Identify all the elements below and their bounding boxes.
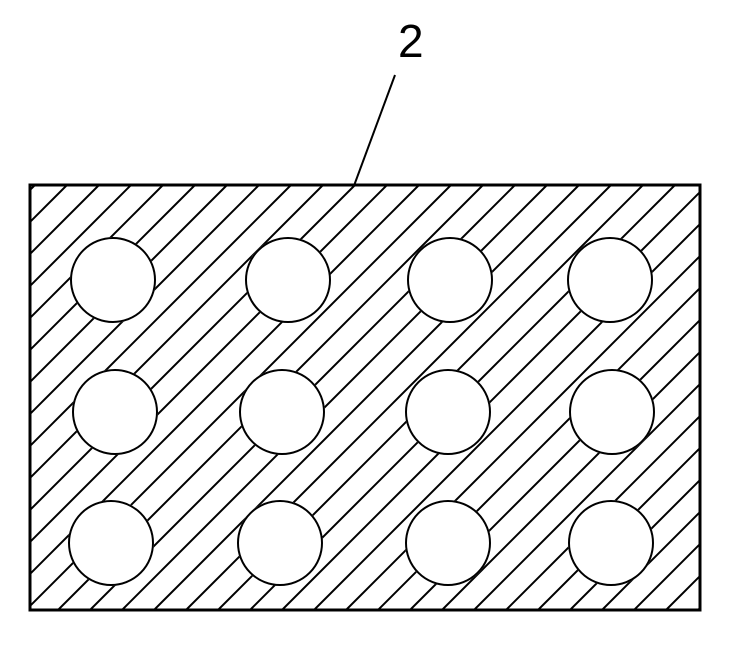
hole-circle bbox=[406, 501, 490, 585]
hole-circle bbox=[408, 238, 492, 322]
hole-circle bbox=[240, 370, 324, 454]
diagram-container: 2 bbox=[0, 0, 743, 652]
hole-circle bbox=[570, 370, 654, 454]
hole-circle bbox=[238, 501, 322, 585]
hole-circle bbox=[406, 370, 490, 454]
cross-section-svg bbox=[0, 0, 743, 652]
hole-circle bbox=[569, 501, 653, 585]
hole-circle bbox=[246, 238, 330, 322]
hole-circle bbox=[69, 501, 153, 585]
hole-circle bbox=[568, 238, 652, 322]
callout-label: 2 bbox=[398, 14, 424, 68]
hole-circle bbox=[71, 238, 155, 322]
hole-circle bbox=[73, 370, 157, 454]
